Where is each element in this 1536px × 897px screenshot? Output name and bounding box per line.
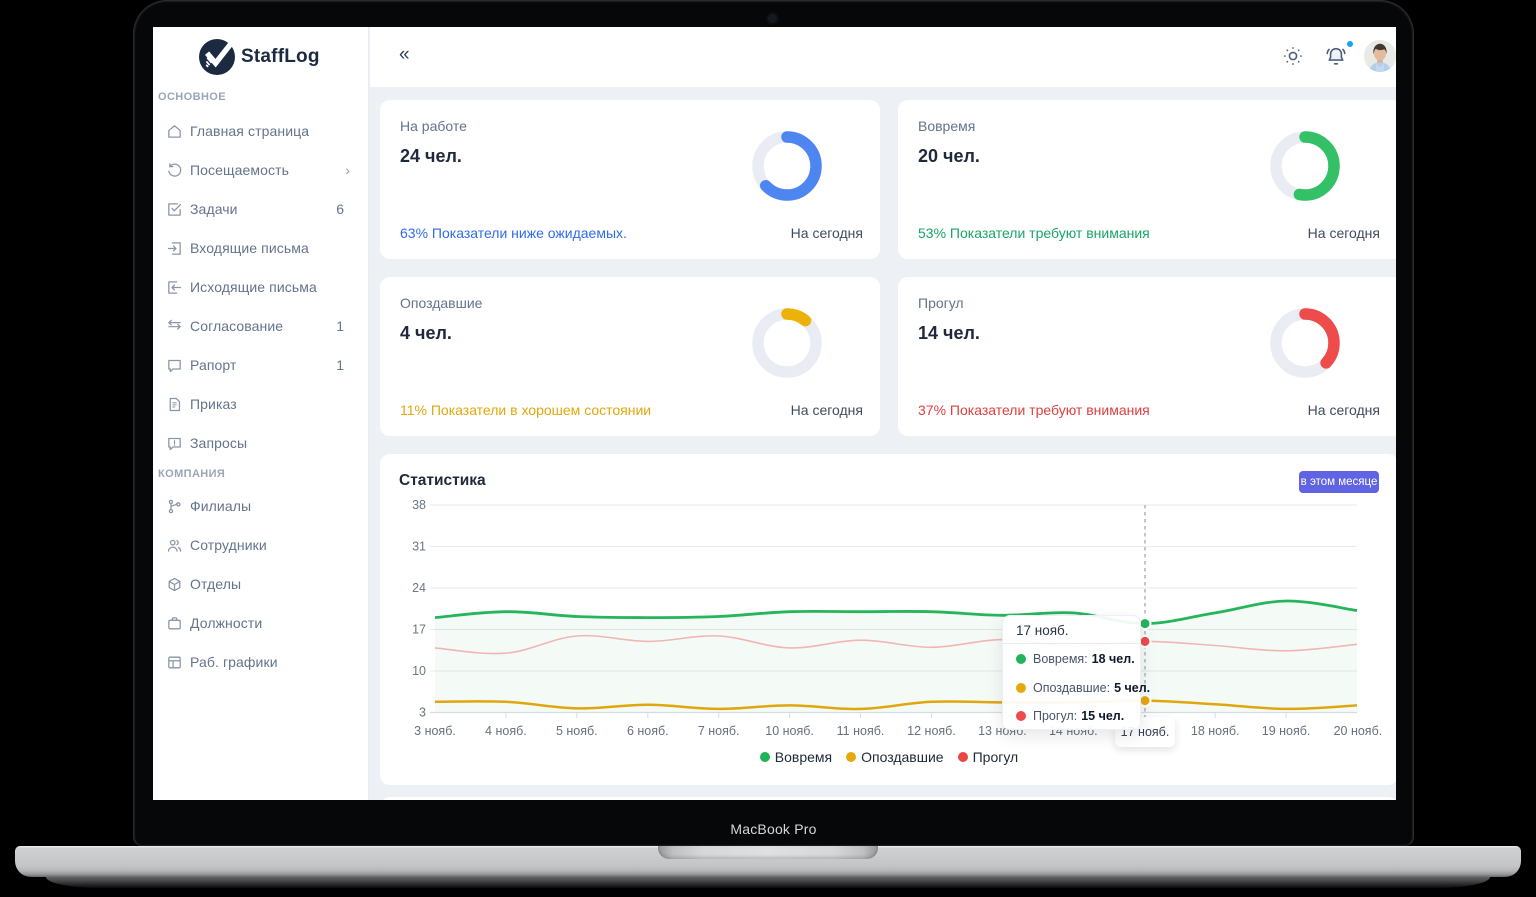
svg-text:38: 38 (412, 498, 426, 512)
svg-text:11 нояб.: 11 нояб. (837, 724, 885, 738)
svg-text:31: 31 (412, 540, 426, 554)
svg-text:18 нояб.: 18 нояб. (1191, 724, 1240, 738)
svg-text:6 нояб.: 6 нояб. (627, 724, 669, 738)
svg-text:10 нояб.: 10 нояб. (765, 724, 814, 738)
svg-text:5 нояб.: 5 нояб. (556, 724, 598, 738)
svg-text:4 нояб.: 4 нояб. (485, 724, 527, 738)
svg-text:17: 17 (412, 623, 426, 637)
svg-text:10: 10 (412, 664, 426, 678)
svg-text:3: 3 (419, 706, 426, 720)
svg-text:12 нояб.: 12 нояб. (907, 724, 956, 738)
svg-text:24: 24 (412, 581, 426, 595)
svg-text:7 нояб.: 7 нояб. (698, 724, 740, 738)
svg-text:3 нояб.: 3 нояб. (414, 724, 456, 738)
svg-text:19 нояб.: 19 нояб. (1262, 724, 1311, 738)
svg-text:20 нояб.: 20 нояб. (1334, 724, 1383, 738)
